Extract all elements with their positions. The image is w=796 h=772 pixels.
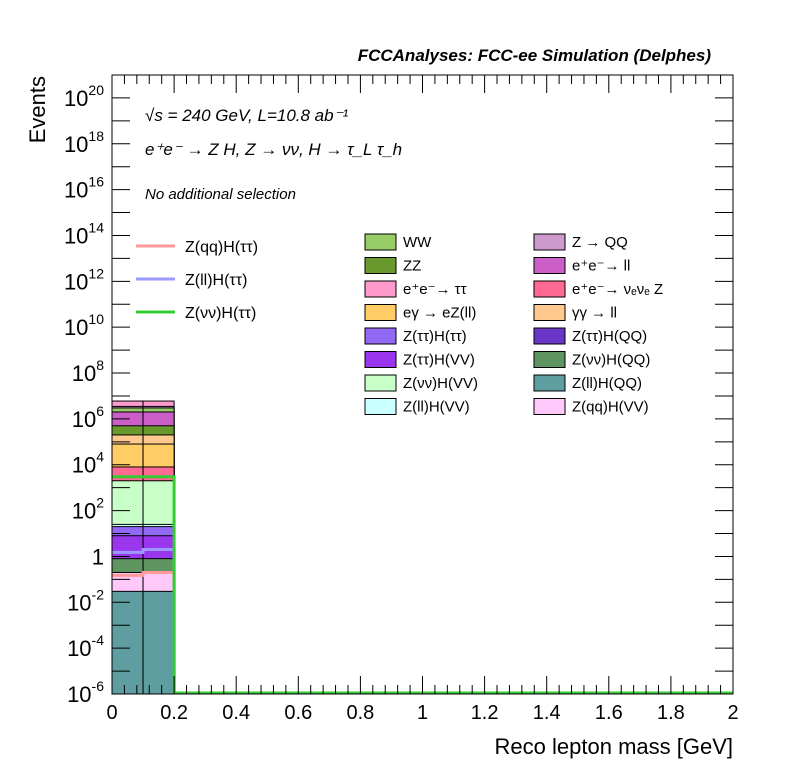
x-axis: 0 0.2 0.4 0.6 0.8 1 1.2 1.4 1.6 1.8 2 [106, 75, 739, 724]
chart-title: FCCAnalyses: FCC-ee Simulation (Delphes) [358, 46, 712, 65]
legend-label: WW [403, 234, 432, 251]
legend-swatch-z-ll-h-qq [533, 374, 566, 392]
legend-label: e⁺e⁻→ ττ [403, 281, 467, 298]
x-tick-label: 0 [106, 702, 117, 724]
x-tick-label: 2 [727, 702, 738, 724]
y-tick-label: 1018 [64, 128, 104, 157]
legend-label: Z(νν)H(QQ) [572, 352, 650, 369]
legend-swatch-e-ez-ll [364, 304, 397, 321]
signal-lines [112, 475, 733, 695]
legend-label: eγ → eZ(ll) [403, 305, 476, 322]
selection-annotation: No additional selection [145, 186, 296, 203]
y-tick-label: 1010 [64, 311, 104, 340]
x-tick-label: 1.6 [595, 702, 623, 724]
legend-signals: Z(qq)H(ττ) Z(ll)H(ττ) Z(νν)H(ττ) [136, 239, 258, 322]
y-tick-label: 1 [92, 544, 104, 569]
legend-label: Z(ττ)H(VV) [403, 352, 475, 369]
y-tick-label: 10-6 [67, 678, 104, 707]
y-tick-label: 1016 [64, 174, 104, 203]
x-tick-label: 1.2 [471, 702, 499, 724]
y-tick-label: 10-2 [67, 586, 104, 615]
legend-label: Z → QQ [572, 234, 628, 251]
y-tick-label: 1014 [64, 219, 104, 248]
x-axis-label: Reco lepton mass [GeV] [495, 734, 733, 759]
legend-label: Z(νν)H(ττ) [185, 305, 256, 322]
y-tick-label: 1020 [64, 82, 104, 111]
legend-column-1: WW ZZ e⁺e⁻→ ττ eγ → eZ(ll) Z(ττ)H(ττ) Z(ττ)H(… [364, 233, 478, 416]
legend-label: e⁺e⁻→ ll [572, 258, 630, 275]
legend-swatch-z-h [364, 327, 397, 345]
legend-swatch-e-e-ll [533, 257, 566, 274]
legend-label: Z(ll)H(QQ) [572, 375, 642, 392]
y-tick-label: 104 [72, 449, 104, 478]
legend-swatch-zz [364, 257, 397, 274]
legend-swatch-ww [364, 233, 397, 251]
legend-label: Z(qq)H(ττ) [185, 239, 258, 256]
legend-label: Z(νν)H(VV) [403, 375, 478, 392]
y-tick-label: 10-4 [67, 632, 104, 661]
legend-swatch-ll [533, 304, 566, 321]
legend-swatch-z-h-qq [533, 351, 566, 368]
legend-label: Z(ττ)H(ττ) [403, 328, 467, 345]
legend-swatch-e-e-z [533, 280, 566, 298]
process-annotation: e⁺e⁻ → Z H, Z → νν, H → τ_L τ_h [145, 140, 402, 159]
y-axis: 10-6 10-4 10-2 1 102 104 106 108 1010 1012 1014 101… [64, 82, 733, 707]
y-tick-label: 102 [72, 495, 104, 524]
y-axis-label: Events [25, 76, 50, 143]
x-tick-label: 1 [417, 702, 428, 724]
signal-line-z-h [112, 475, 176, 694]
x-tick-label: 0.4 [222, 702, 250, 724]
stack-bars [111, 400, 175, 695]
x-tick-label: 0.6 [284, 702, 312, 724]
legend-label: ZZ [403, 258, 421, 275]
legend-column-2: Z → QQ e⁺e⁻→ ll e⁺e⁻→ νₑνₑ Z γγ → ll Z(ττ)H(… [533, 233, 663, 416]
legend-label: Z(ll)H(VV) [403, 399, 470, 416]
legend-swatch-z-h-vv [364, 351, 397, 368]
legend-label: γγ → ll [572, 305, 617, 322]
x-tick-label: 0.2 [160, 702, 188, 724]
y-tick-label: 108 [72, 357, 104, 386]
legend-swatch-z-qq [533, 233, 566, 251]
legend-swatch-z-qq-h-vv [533, 398, 566, 415]
bar-z-ll-h-qq-bin-1 [142, 590, 175, 695]
y-tick-label: 106 [72, 403, 104, 432]
legend-swatch-z-h-qq [533, 327, 566, 345]
legend-swatch-e-e [364, 280, 397, 298]
energy-annotation: √s = 240 GeV, L=10.8 ab⁻¹ [145, 106, 349, 125]
x-tick-label: 1.8 [657, 702, 685, 724]
bar-z-ll-h-qq-bin-0 [111, 590, 144, 695]
legend-swatch-z-h-vv [364, 374, 397, 392]
legend-swatch-z-ll-h-vv [364, 398, 397, 415]
x-tick-label: 1.4 [533, 702, 561, 724]
legend-label: Z(qq)H(VV) [572, 399, 649, 416]
legend-label: Z(ττ)H(QQ) [572, 328, 647, 345]
x-tick-label: 0.8 [346, 702, 374, 724]
legend-label: Z(ll)H(ττ) [185, 272, 247, 289]
legend-label: e⁺e⁻→ νₑνₑ Z [572, 281, 663, 298]
y-tick-label: 1012 [64, 265, 104, 294]
